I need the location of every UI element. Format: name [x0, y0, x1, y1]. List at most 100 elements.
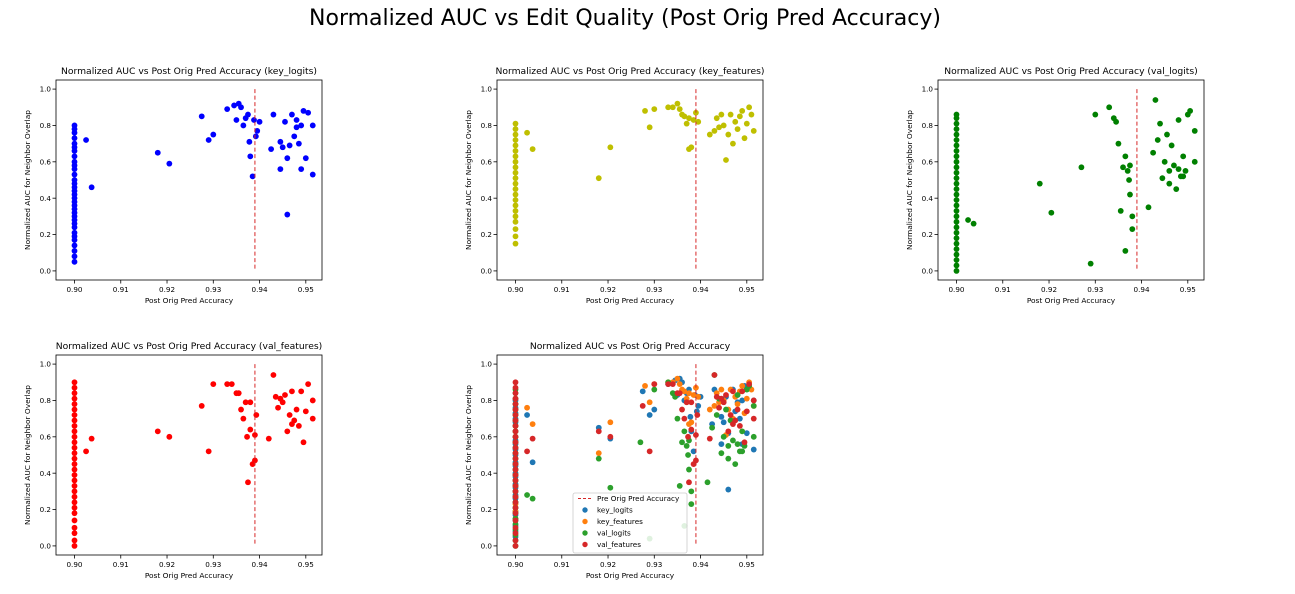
- data-point: [720, 433, 727, 440]
- data-point: [718, 111, 725, 118]
- data-point: [730, 388, 736, 395]
- data-point: [512, 483, 519, 489]
- data-point: [242, 399, 249, 406]
- plot-frame: [496, 354, 764, 556]
- x-tick-label: 0.90: [948, 285, 964, 294]
- data-point: [252, 133, 259, 140]
- data-point: [953, 148, 960, 154]
- x-tick-label: 0.91: [113, 560, 129, 569]
- data-point: [693, 432, 699, 438]
- data-point: [669, 104, 676, 111]
- plot-frame: [496, 79, 764, 281]
- data-point: [734, 401, 741, 407]
- data-point: [739, 383, 746, 389]
- data-point: [231, 102, 238, 109]
- data-point: [736, 113, 743, 120]
- data-point: [277, 138, 284, 145]
- data-point: [71, 439, 78, 446]
- data-point: [953, 137, 960, 143]
- data-point: [71, 517, 78, 524]
- data-point: [694, 412, 701, 418]
- x-tick-label: 0.91: [554, 285, 570, 294]
- plot-frame: [55, 354, 323, 556]
- data-point: [246, 138, 253, 145]
- data-point: [71, 417, 78, 424]
- data-point: [713, 115, 720, 122]
- x-tick-label: 0.91: [554, 560, 570, 569]
- legend-box: [572, 492, 688, 554]
- data-point: [240, 122, 247, 129]
- data-point: [71, 153, 78, 160]
- data-point: [238, 406, 244, 413]
- x-tick-label: 0.93: [1087, 285, 1103, 294]
- y-tick-label: 0.0: [40, 267, 52, 276]
- x-tick-label: 0.93: [205, 560, 221, 569]
- data-point: [529, 459, 536, 466]
- data-point: [71, 543, 78, 549]
- data-point: [512, 191, 519, 198]
- data-point: [272, 393, 279, 400]
- data-point: [88, 184, 95, 191]
- data-point: [725, 428, 732, 435]
- data-point: [289, 388, 295, 395]
- x-tick-label: 0.95: [298, 560, 314, 569]
- data-point: [1154, 137, 1161, 143]
- data-point: [734, 126, 741, 132]
- data-point: [718, 413, 725, 420]
- y-tick-label: 0.6: [40, 432, 52, 441]
- data-point: [953, 142, 960, 149]
- data-point: [302, 408, 309, 415]
- data-point: [1166, 180, 1173, 187]
- data-point: [683, 120, 690, 127]
- legend-swatch: [582, 530, 588, 536]
- data-point: [71, 504, 78, 511]
- data-point: [720, 399, 727, 406]
- data-point: [1191, 128, 1198, 134]
- y-tick-label: 0.6: [922, 157, 934, 166]
- y-tick-label: 1.0: [922, 85, 934, 94]
- data-point: [529, 146, 536, 152]
- data-point: [1191, 158, 1198, 165]
- data-point: [1113, 118, 1119, 125]
- data-point: [713, 393, 720, 400]
- data-point: [1129, 213, 1136, 220]
- x-tick-label: 0.90: [66, 560, 82, 569]
- data-point: [512, 412, 519, 418]
- data-point: [247, 399, 254, 406]
- data-point: [953, 208, 960, 214]
- data-point: [291, 133, 298, 140]
- data-point: [71, 258, 78, 265]
- data-point: [512, 169, 519, 176]
- data-point: [1122, 153, 1129, 160]
- data-point: [679, 439, 685, 446]
- chart-panel-val-features: Normalized AUC vs Post Orig Pred Accurac…: [23, 341, 323, 580]
- data-point: [512, 423, 519, 429]
- data-point: [512, 218, 519, 225]
- y-tick-label: 0.0: [40, 542, 52, 551]
- data-point: [282, 392, 288, 398]
- data-point: [524, 412, 530, 418]
- data-point: [750, 397, 757, 404]
- data-point: [1036, 180, 1043, 187]
- y-tick-label: 0.6: [481, 432, 493, 441]
- y-tick-label: 0.0: [481, 542, 493, 551]
- x-tick-label: 0.90: [507, 285, 523, 294]
- data-point: [71, 248, 78, 254]
- data-point: [512, 417, 519, 424]
- data-point: [1161, 158, 1168, 165]
- data-point: [512, 493, 519, 500]
- data-point: [734, 406, 741, 413]
- data-point: [637, 439, 644, 446]
- data-point: [512, 499, 519, 506]
- x-tick-label: 0.92: [600, 560, 616, 569]
- data-point: [734, 441, 741, 447]
- data-point: [71, 477, 78, 484]
- data-point: [300, 439, 307, 446]
- data-point: [693, 109, 699, 116]
- data-point: [71, 253, 78, 260]
- data-point: [1106, 104, 1113, 111]
- data-point: [953, 191, 960, 198]
- data-point: [240, 415, 247, 422]
- x-tick-label: 0.91: [995, 285, 1011, 294]
- data-point: [1126, 177, 1132, 183]
